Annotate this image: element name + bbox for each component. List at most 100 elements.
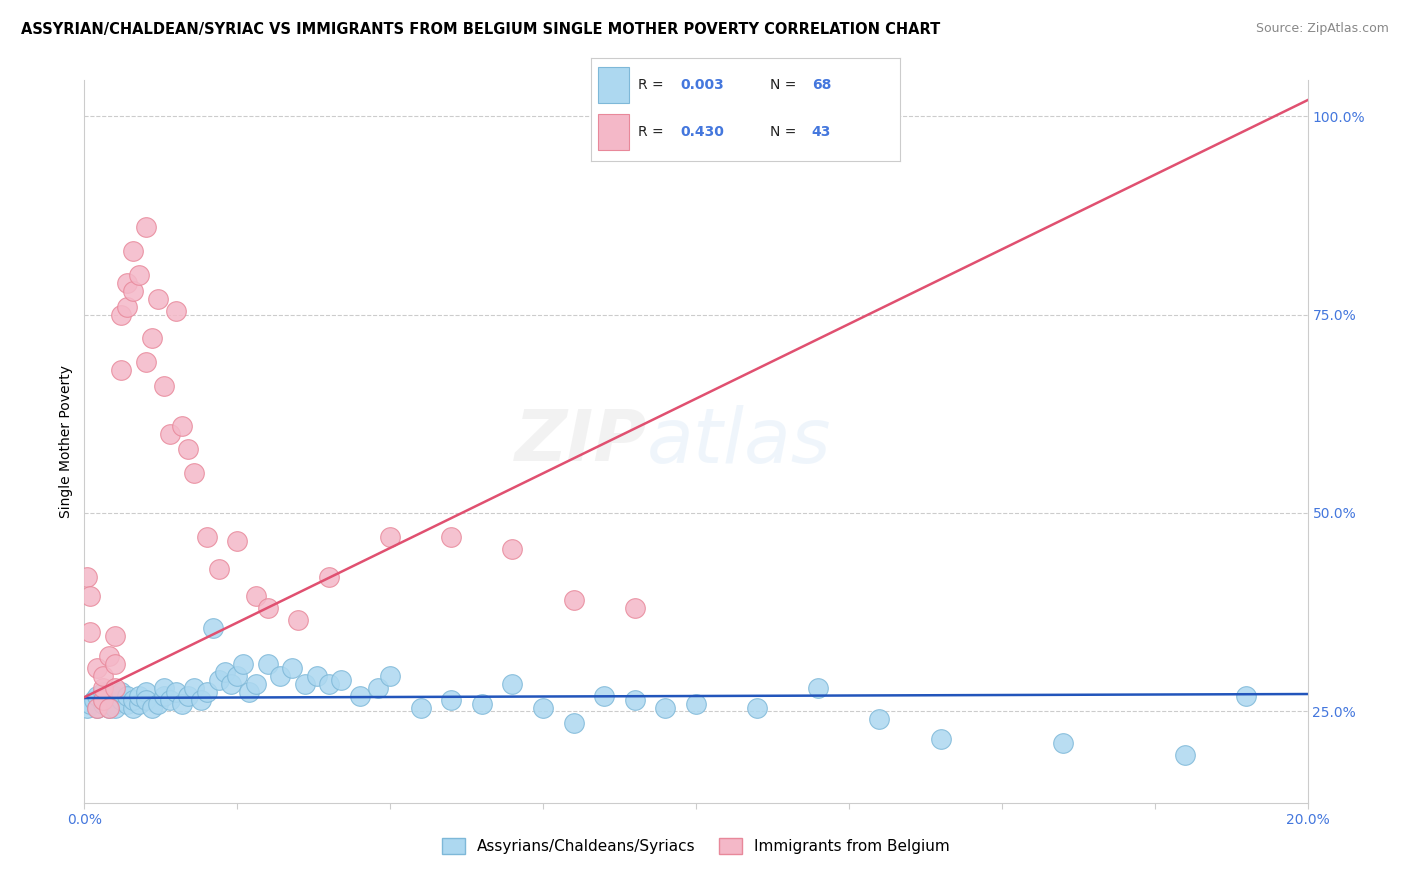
Point (159, 692, 181, 706)
Point (91, 681, 114, 695)
Point (97, 692, 120, 706)
Point (97, 700, 120, 714)
Point (86, 689, 108, 703)
Point (807, 125, 830, 139)
Point (122, 284, 145, 298)
Point (1236, 689, 1258, 703)
Point (208, 673, 231, 687)
Point (97, 700, 120, 714)
Text: atlas: atlas (647, 405, 831, 478)
Point (135, 220, 157, 235)
Point (83, 692, 105, 706)
Point (685, 697, 707, 711)
Point (153, 681, 176, 695)
Point (115, 276, 138, 290)
Point (294, 676, 316, 690)
Point (305, 669, 328, 683)
Y-axis label: Single Mother Poverty: Single Mother Poverty (59, 365, 73, 518)
Point (172, 697, 194, 711)
Point (183, 467, 205, 481)
Point (135, 692, 157, 706)
Point (287, 613, 309, 627)
Point (104, 700, 127, 714)
Point (208, 561, 231, 575)
Point (195, 684, 218, 698)
Point (104, 681, 127, 695)
Point (747, 700, 769, 714)
Text: 0.430: 0.430 (681, 126, 724, 139)
Point (281, 661, 304, 675)
Point (122, 700, 145, 714)
Point (141, 700, 163, 714)
FancyBboxPatch shape (599, 114, 630, 150)
Point (440, 692, 463, 706)
Point (471, 697, 494, 711)
Text: ZIP: ZIP (515, 407, 647, 476)
Point (91, 692, 114, 706)
Point (141, 331, 163, 345)
Point (86, 700, 108, 714)
Text: R =: R = (638, 78, 668, 92)
Point (97, 648, 120, 663)
Point (153, 379, 176, 393)
Point (122, 244, 145, 258)
Point (146, 697, 169, 711)
Point (807, 681, 830, 695)
Point (502, 676, 524, 690)
Point (79, 625, 101, 640)
Point (153, 689, 176, 703)
Point (172, 418, 194, 433)
Point (318, 569, 340, 583)
Point (91, 697, 114, 711)
Point (128, 268, 150, 282)
Point (214, 665, 236, 679)
Point (79, 590, 101, 604)
Point (593, 689, 616, 703)
Point (91, 684, 114, 698)
Point (380, 669, 402, 683)
Point (201, 621, 224, 635)
Point (104, 689, 127, 703)
Point (330, 673, 353, 687)
Point (115, 300, 138, 314)
Point (86, 700, 108, 714)
Point (159, 426, 181, 441)
Point (110, 308, 132, 322)
Point (86, 661, 108, 675)
Point (380, 530, 402, 544)
Point (115, 697, 138, 711)
Point (110, 363, 132, 377)
Point (135, 355, 157, 369)
Point (257, 657, 280, 671)
Point (245, 590, 267, 604)
Point (104, 657, 127, 671)
Point (219, 676, 242, 690)
Point (91, 669, 114, 683)
Text: N =: N = (770, 126, 800, 139)
Point (349, 689, 371, 703)
Point (562, 593, 585, 607)
Point (183, 681, 205, 695)
Point (165, 684, 187, 698)
Point (165, 303, 187, 318)
Point (128, 697, 150, 711)
Point (110, 692, 132, 706)
Point (104, 697, 127, 711)
Point (104, 629, 127, 643)
Point (245, 676, 267, 690)
Point (115, 689, 138, 703)
Point (440, 530, 463, 544)
Point (502, 541, 524, 556)
Point (122, 692, 145, 706)
Legend: Assyrians/Chaldeans/Syriacs, Immigrants from Belgium: Assyrians/Chaldeans/Syriacs, Immigrants … (436, 832, 956, 860)
Point (226, 533, 249, 548)
Point (135, 684, 157, 698)
Point (226, 669, 249, 683)
Point (232, 657, 254, 671)
Point (624, 692, 647, 706)
Point (409, 700, 432, 714)
Point (190, 692, 212, 706)
Point (79, 697, 101, 711)
Point (110, 684, 132, 698)
Point (654, 700, 676, 714)
